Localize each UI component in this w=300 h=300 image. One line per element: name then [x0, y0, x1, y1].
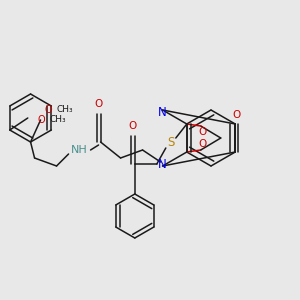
- Text: NH: NH: [71, 145, 88, 155]
- Text: CH₃: CH₃: [50, 116, 66, 124]
- Text: O: O: [232, 110, 240, 120]
- Text: O: O: [45, 105, 52, 115]
- Text: O: O: [38, 115, 46, 125]
- Text: O: O: [199, 139, 207, 149]
- Text: CH₃: CH₃: [56, 106, 73, 115]
- Text: O: O: [129, 121, 137, 131]
- Text: N: N: [158, 158, 167, 170]
- Text: O: O: [94, 99, 103, 109]
- Text: O: O: [199, 127, 207, 137]
- Text: N: N: [158, 106, 167, 118]
- Text: S: S: [167, 136, 175, 148]
